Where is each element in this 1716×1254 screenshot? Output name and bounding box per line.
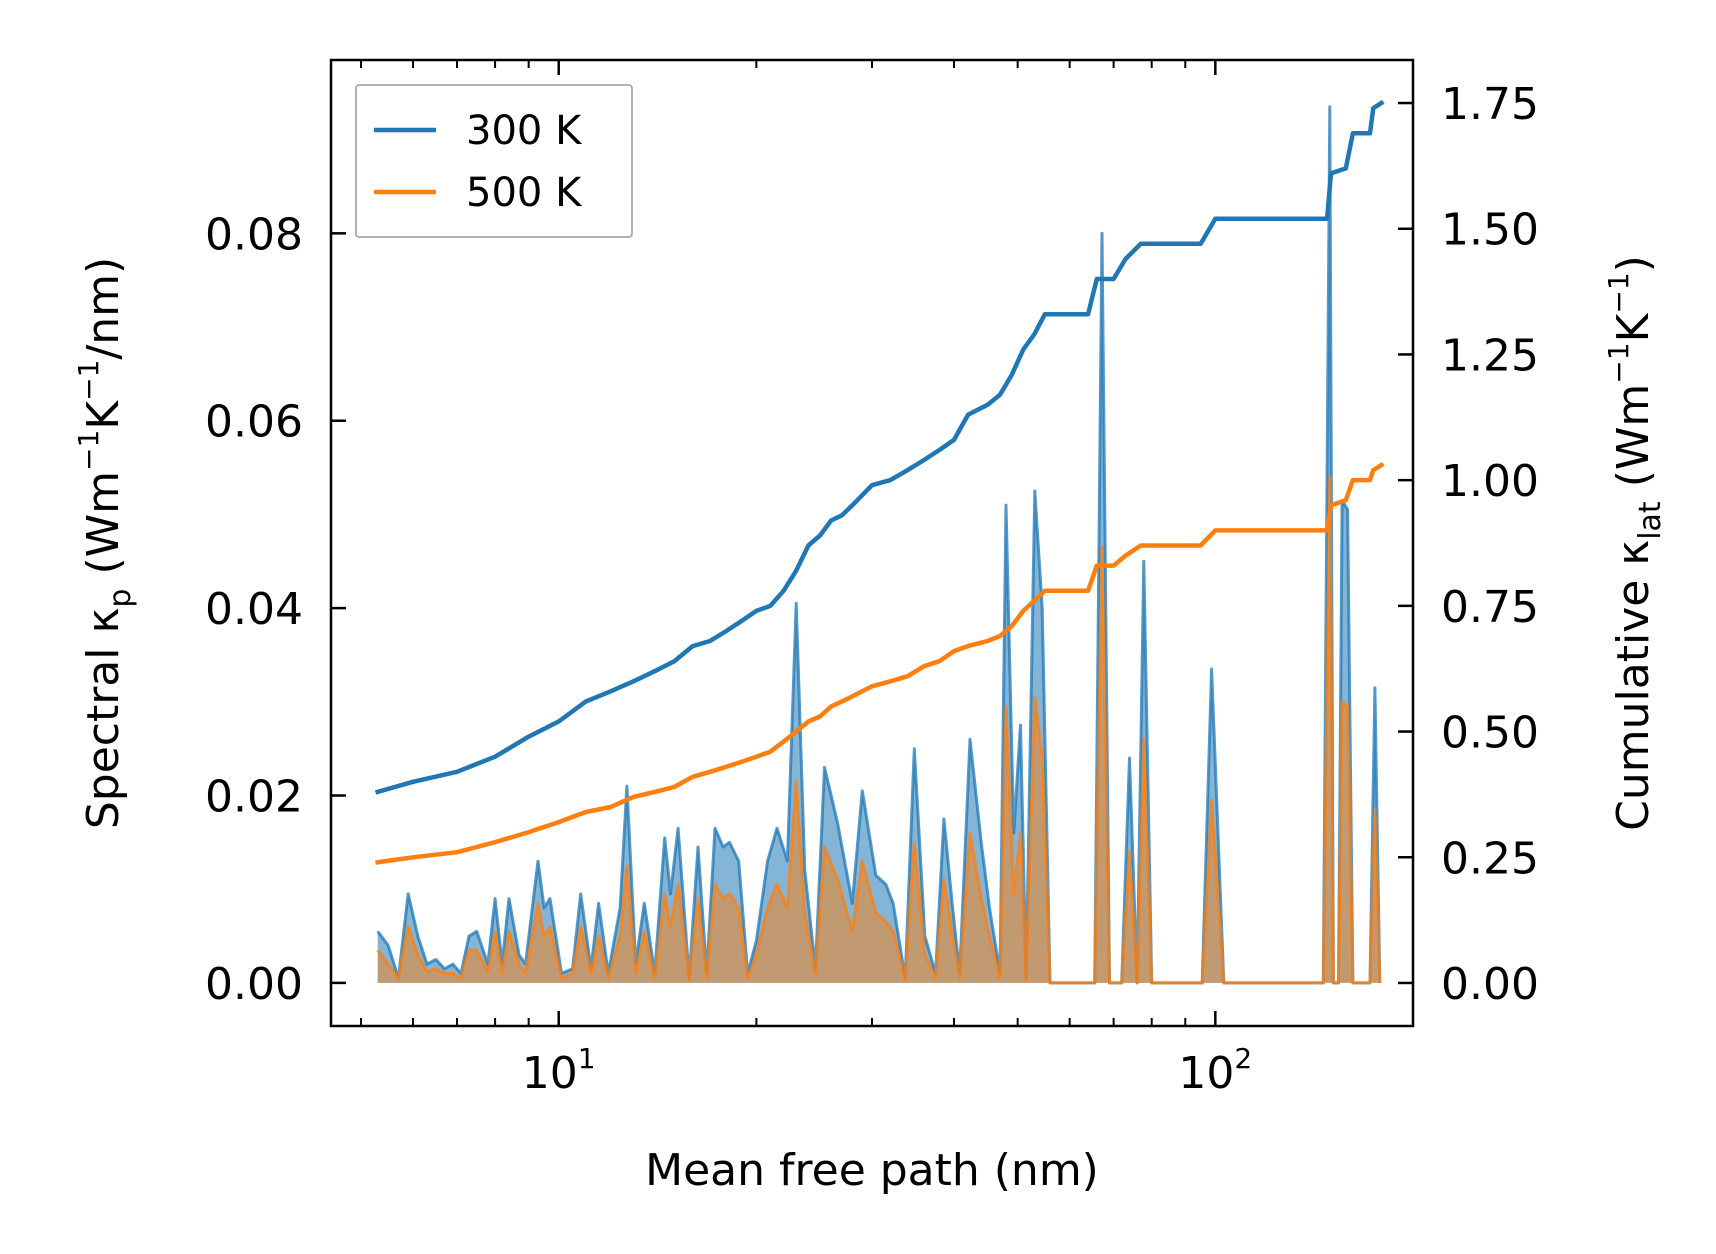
axis-label-layer: Mean free path (nm)Spectral κp (Wm−1K−1/… <box>72 255 1668 1196</box>
y-right-tick-label: 0.00 <box>1441 959 1539 1010</box>
x-axis-label: Mean free path (nm) <box>645 1145 1099 1196</box>
y-right-tick-label: 0.25 <box>1441 833 1539 884</box>
y-left-axis-label-part: −1 <box>72 430 105 471</box>
y-right-axis-label-part: Cumulative κ <box>1608 540 1659 831</box>
y-left-axis-label-part: p <box>103 589 138 608</box>
y-left-axis-label-part: K <box>78 400 129 430</box>
y-right-axis-label-part: (Wm <box>1608 384 1659 502</box>
tick-layer: 101 1020.000.020.040.060.080.000.250.500.… <box>205 60 1539 1099</box>
y-left-tick-label: 0.08 <box>205 209 303 260</box>
y-right-tick-label: 1.25 <box>1441 330 1539 381</box>
x-tick-exponent: 1 <box>578 1042 596 1075</box>
y-right-tick-label: 1.00 <box>1441 456 1539 507</box>
y-right-axis-label-part: −1 <box>1602 272 1635 313</box>
y-left-axis-label: Spectral κp (Wm−1K−1/nm) <box>72 257 138 829</box>
y-right-axis-label: Cumulative κlat (Wm−1K−1) <box>1602 255 1668 831</box>
legend-label-300-k: 300 K <box>466 108 583 154</box>
y-right-axis-label-part: K <box>1608 312 1659 342</box>
y-left-tick-label: 0.06 <box>205 397 303 448</box>
y-right-tick-label: 0.75 <box>1441 582 1539 633</box>
x-tick-base: 10 <box>522 1048 578 1099</box>
x-tick-label: 102 <box>1178 1042 1252 1099</box>
y-right-axis-label-part: −1 <box>1602 342 1635 383</box>
y-right-axis-label-part: lat <box>1633 501 1668 540</box>
y-left-tick-label: 0.00 <box>205 959 303 1010</box>
spectral-line-500-k <box>376 475 1382 985</box>
x-tick-exponent: 2 <box>1234 1042 1252 1075</box>
y-right-axis-label-part: ) <box>1608 255 1659 272</box>
cumulative-line-500-k <box>375 462 1385 865</box>
y-left-axis-label-part: /nm) <box>78 257 129 360</box>
y-right-tick-label: 1.50 <box>1441 205 1539 256</box>
y-right-tick-label: 0.50 <box>1441 708 1539 759</box>
spectral-line-300-k <box>376 105 1382 985</box>
y-left-axis-label-part: (Wm <box>78 471 129 589</box>
x-tick-base: 10 <box>1178 1048 1234 1099</box>
x-tick-label: 101 <box>522 1042 596 1099</box>
y-left-tick-label: 0.02 <box>205 772 303 823</box>
cumulative-line-300-k <box>374 99 1385 795</box>
y-right-tick-label: 1.75 <box>1441 79 1539 130</box>
y-left-axis-label-part: Spectral κ <box>78 608 129 830</box>
y-left-axis-label-part: −1 <box>72 360 105 401</box>
plot-area <box>374 99 1385 985</box>
legend-label-500-k: 500 K <box>466 170 583 216</box>
legend-box <box>355 84 633 238</box>
legend: 300 K 500 K <box>355 84 633 238</box>
y-left-tick-label: 0.04 <box>205 584 303 635</box>
